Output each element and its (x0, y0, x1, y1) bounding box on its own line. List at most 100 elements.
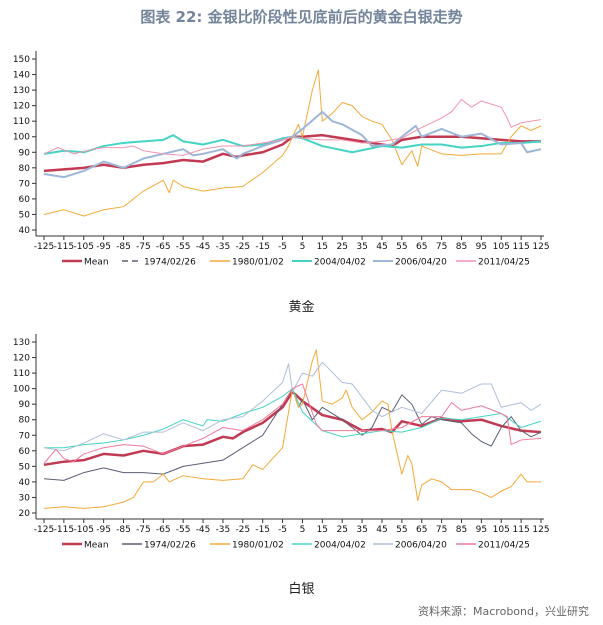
y-tick-label: 130 (13, 338, 30, 348)
x-tick-label: 25 (336, 525, 347, 535)
x-tick-label: 105 (493, 525, 510, 535)
x-tick-label: -25 (235, 242, 250, 252)
silver-caption: 白银 (288, 582, 315, 597)
x-tick-label: -45 (196, 242, 211, 252)
figure-title: 图表 22: 金银比阶段性见底前后的黄金白银走势 (140, 8, 463, 26)
legend-label: 2006/04/20 (395, 258, 447, 268)
x-tick-label: 65 (416, 525, 427, 535)
y-tick-label: 110 (13, 369, 30, 379)
x-tick-label: 115 (513, 242, 530, 252)
y-tick-label: 40 (19, 478, 31, 488)
x-tick-label: -65 (156, 525, 171, 535)
x-tick-label: 35 (356, 242, 367, 252)
x-tick-label: 15 (317, 242, 328, 252)
x-tick-label: 25 (336, 242, 347, 252)
x-tick-label: 65 (416, 242, 427, 252)
y-tick-label: 60 (19, 195, 31, 205)
x-tick-label: 55 (396, 242, 407, 252)
x-tick-label: -105 (74, 525, 94, 535)
y-tick-label: 140 (13, 71, 30, 81)
x-tick-label: -115 (54, 242, 74, 252)
y-tick-label: 150 (13, 55, 30, 65)
x-tick-label: -65 (156, 242, 171, 252)
y-tick-label: 120 (13, 102, 30, 112)
x-tick-label: 85 (456, 242, 467, 252)
y-tick-label: 80 (19, 164, 31, 174)
x-tick-label: -75 (136, 525, 151, 535)
x-tick-label: -75 (136, 242, 151, 252)
y-tick-label: 120 (13, 354, 30, 364)
legend-label: 2006/04/20 (395, 541, 447, 551)
y-tick-label: 100 (13, 385, 30, 395)
y-tick-label: 100 (13, 133, 30, 143)
y-tick-label: 70 (19, 179, 31, 189)
x-tick-label: 125 (532, 242, 549, 252)
legend-label: Mean (84, 541, 109, 551)
gold-caption: 黄金 (288, 300, 315, 315)
x-tick-label: -35 (216, 242, 231, 252)
legend-label: 2004/04/02 (314, 258, 366, 268)
x-tick-label: 105 (493, 242, 510, 252)
legend-label: 2011/04/25 (478, 541, 530, 551)
y-tick-label: 130 (13, 86, 30, 96)
x-tick-label: -5 (278, 525, 287, 535)
y-tick-label: 50 (19, 462, 31, 472)
series-line-2004/04/02 (43, 134, 542, 155)
series-line-2011/04/25 (43, 383, 542, 464)
x-tick-label: 55 (396, 525, 407, 535)
x-tick-label: 75 (436, 242, 447, 252)
series-line-1980/01/02 (43, 69, 542, 217)
legend-label: 1974/02/26 (144, 541, 196, 551)
y-tick-label: 40 (19, 226, 31, 236)
y-tick-label: 90 (19, 400, 31, 410)
x-tick-label: -15 (255, 525, 270, 535)
legend-label: 1974/02/26 (144, 258, 196, 268)
legend-label: 2011/04/25 (478, 258, 530, 268)
x-tick-label: -95 (96, 242, 111, 252)
y-tick-label: 50 (19, 210, 31, 220)
x-tick-label: 45 (376, 525, 387, 535)
source-note: 资料来源：Macrobond，兴业研究 (418, 605, 589, 618)
legend-label: 1980/01/02 (232, 258, 284, 268)
x-tick-label: 115 (513, 525, 530, 535)
legend-label: 1980/01/02 (232, 541, 284, 551)
y-tick-label: 60 (19, 447, 31, 457)
x-tick-label: -115 (54, 525, 74, 535)
series-line-2011/04/25 (43, 98, 542, 156)
series-line-2006/04/20 (43, 110, 542, 179)
x-tick-label: 15 (317, 525, 328, 535)
x-tick-label: -125 (34, 242, 54, 252)
y-tick-label: 70 (19, 431, 31, 441)
series-line-1980/01/02 (43, 349, 541, 509)
series-line-2006/04/20 (43, 361, 542, 452)
x-tick-label: 5 (300, 525, 306, 535)
x-tick-label: 95 (476, 525, 487, 535)
y-tick-label: 20 (19, 509, 31, 519)
x-tick-label: 125 (532, 525, 549, 535)
x-tick-label: -25 (235, 525, 250, 535)
y-tick-label: 30 (19, 493, 31, 503)
legend-label: 2004/04/02 (314, 541, 366, 551)
x-tick-label: -95 (96, 525, 111, 535)
y-tick-label: 110 (13, 117, 30, 127)
x-tick-label: -55 (176, 242, 191, 252)
y-tick-label: 80 (19, 416, 31, 426)
x-tick-label: -105 (74, 242, 94, 252)
x-tick-label: -45 (196, 525, 211, 535)
x-tick-label: 95 (476, 242, 487, 252)
x-tick-label: 45 (376, 242, 387, 252)
x-tick-label: 85 (456, 525, 467, 535)
x-tick-label: -5 (278, 242, 287, 252)
x-tick-label: 75 (436, 525, 447, 535)
x-tick-label: 5 (300, 242, 306, 252)
series-line-1974/02/26 (43, 388, 542, 481)
series-line-2004/04/02 (44, 388, 542, 449)
y-tick-label: 90 (19, 148, 31, 158)
x-tick-label: 35 (356, 525, 367, 535)
x-tick-label: -125 (34, 525, 54, 535)
x-tick-label: -15 (255, 242, 270, 252)
silver-chart: 20 30 40 50 60 70 80 90 100 110 120 130 -125 -115 -105… (13, 334, 550, 551)
legend-label: Mean (84, 258, 109, 268)
x-tick-label: -85 (116, 242, 131, 252)
